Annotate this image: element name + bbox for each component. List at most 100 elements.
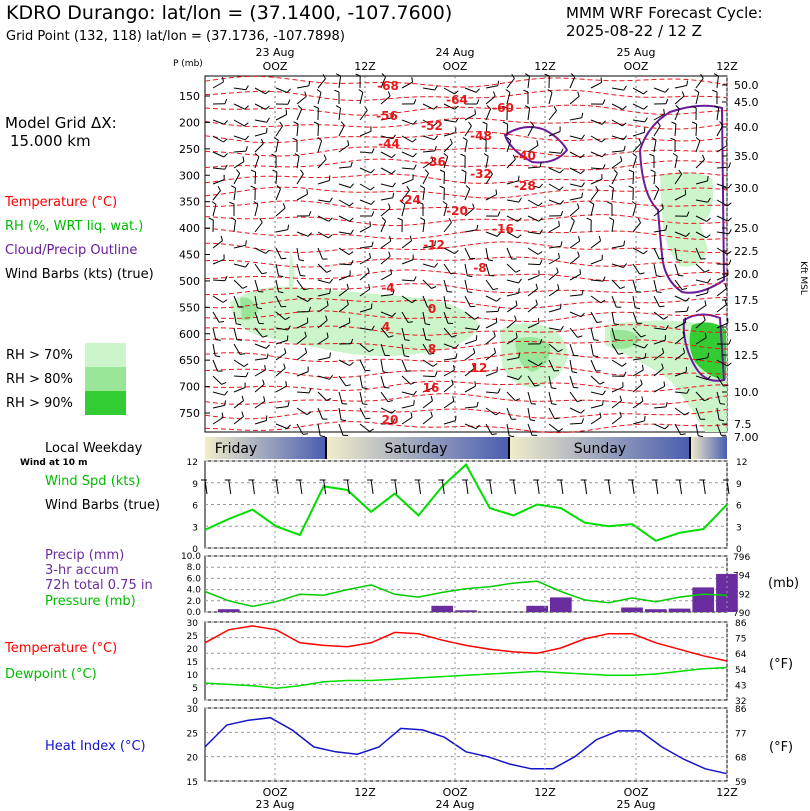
wind-barb-staff: [380, 76, 386, 89]
wind-barb-staff: [632, 142, 642, 153]
wind-barb-staff: [443, 103, 455, 110]
wind-tick-label: 12: [187, 458, 198, 468]
wind-barb-staff: [527, 423, 533, 436]
wind-barb-feather: [578, 235, 581, 242]
wind-barb: [569, 343, 579, 357]
wind-barb: [653, 423, 669, 430]
wind-barb-staff: [254, 263, 263, 275]
wind-barb-feather: [293, 121, 299, 125]
wind-barb-feather: [686, 388, 690, 394]
wind-barb: [254, 415, 268, 425]
wind-barb-staff: [695, 423, 699, 436]
pressure-tick-label: 350: [179, 196, 200, 209]
wind-barb-feather: [608, 185, 614, 189]
wind-barb-staff: [695, 140, 701, 153]
wind-barb: [464, 325, 480, 331]
height-tick-label: 45.0: [734, 96, 759, 109]
wind-barb-feather: [326, 332, 329, 338]
temperature-label: 0: [428, 302, 436, 316]
wind-barb: [439, 185, 445, 201]
wind-barb-feather: [390, 269, 392, 275]
wind-barb-staff: [275, 311, 286, 320]
wind-barb: [712, 89, 718, 104]
wind-barb-staff: [380, 197, 393, 201]
wind-barb-feather: [553, 106, 557, 111]
wind-barb: [632, 138, 642, 153]
wind-barb-staff: [380, 151, 392, 159]
wind-barb-staff: [716, 215, 729, 222]
wind-barb: [359, 126, 372, 137]
wind-barb-feather: [676, 259, 683, 262]
rh-patch-7: [689, 322, 726, 380]
wind-barb: [230, 185, 237, 201]
wind-barb: [716, 283, 727, 297]
wind-barb-feather: [684, 411, 690, 416]
temperature-label: -56: [376, 109, 398, 123]
legend-rh80-swatch: [85, 367, 126, 391]
wind-barb-staff: [338, 375, 347, 387]
wind-barb-feather: [595, 185, 599, 191]
wind-barb: [464, 347, 476, 361]
wind-barb: [275, 348, 287, 361]
wind-barb-staff: [653, 172, 656, 185]
precip-bar: [621, 607, 643, 612]
wind-barb-feather: [304, 331, 307, 337]
wind-barb-staff: [275, 295, 282, 308]
wind-barb-feather: [599, 381, 605, 385]
wind-barb: [611, 359, 627, 367]
pressure-tick-label: 200: [179, 116, 200, 129]
wind-barb: [233, 279, 248, 289]
temperature-tick-label: 30: [187, 619, 199, 629]
wind-barb-feather: [665, 224, 668, 231]
wind-barb: [464, 335, 478, 345]
wind-barb-feather: [698, 435, 704, 438]
wind-barb-staff: [233, 103, 246, 110]
wind-barb-feather: [413, 99, 417, 105]
wind-barb-feather: [518, 375, 522, 380]
wind-barb: [401, 359, 412, 372]
wind-barb-feather: [580, 409, 585, 414]
wind-barb-feather: [236, 323, 242, 326]
wind-barb: [401, 151, 417, 158]
wind-barb: [464, 279, 473, 293]
wind-barb-staff: [464, 327, 477, 331]
wind-barb-feather: [559, 186, 564, 191]
wind-barb-feather: [419, 217, 425, 221]
wind-barb-feather: [505, 89, 511, 93]
wind-barb: [506, 375, 522, 380]
wind-barb-staff: [569, 422, 583, 425]
precip-bar: [692, 587, 715, 612]
wind-barb-feather: [245, 146, 248, 152]
wind-barb: [443, 353, 458, 361]
wind-barb-staff: [632, 420, 645, 425]
wind-barb-feather: [307, 297, 312, 302]
wind-barb-feather: [474, 316, 479, 320]
surface-wind-barb: [580, 479, 588, 495]
wind-barb: [672, 153, 678, 169]
wind-barb: [338, 199, 354, 207]
wind-barb: [632, 103, 648, 110]
wind-barb-staff: [317, 423, 321, 436]
wind-barb-feather: [308, 388, 312, 394]
wind-barb: [401, 185, 410, 201]
wind-barb-feather: [224, 275, 228, 281]
wind-barb-feather: [392, 182, 396, 188]
wind-barb-feather: [537, 251, 543, 255]
wind-barb: [443, 379, 454, 393]
wind-barb-staff: [443, 311, 449, 324]
surface-wind-barb: [533, 479, 540, 495]
wind-barb-feather: [724, 283, 727, 289]
surface-wind-barb-staff: [228, 479, 232, 495]
wind-barb-staff: [527, 247, 539, 255]
wind-tick-label: 9: [192, 480, 198, 490]
wind-barb-feather: [665, 401, 668, 408]
wind-barb-staff: [275, 140, 279, 153]
wind-barb-feather: [600, 77, 603, 83]
wind-barb: [443, 311, 454, 324]
wind-barb-staff: [443, 263, 452, 275]
wind-barb-feather: [285, 381, 287, 387]
wind-barb-staff: [359, 375, 363, 388]
wind-barb-staff: [569, 95, 580, 105]
wind-barb: [506, 300, 518, 313]
